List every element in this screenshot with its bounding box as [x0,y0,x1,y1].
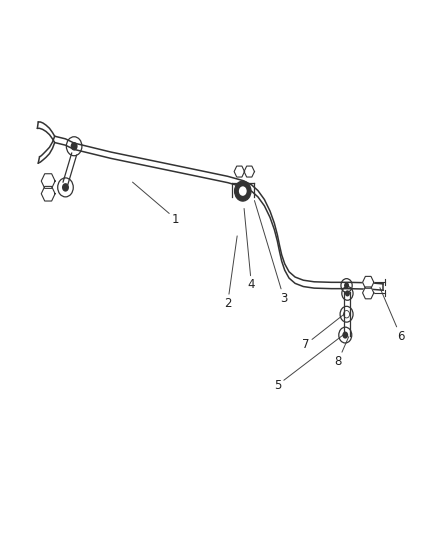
Polygon shape [41,174,55,188]
Polygon shape [363,287,374,299]
Polygon shape [41,187,55,201]
Text: 5: 5 [274,334,344,392]
Circle shape [71,142,78,150]
Circle shape [239,187,247,196]
Polygon shape [363,277,374,288]
Circle shape [344,282,349,288]
Circle shape [345,290,350,296]
Circle shape [343,332,348,338]
Polygon shape [234,166,244,177]
Circle shape [62,183,69,192]
Text: 6: 6 [380,288,404,343]
Text: 4: 4 [244,208,255,292]
Polygon shape [244,166,254,177]
Text: 7: 7 [302,314,344,351]
Circle shape [235,181,251,201]
Text: 2: 2 [224,236,237,310]
Text: 3: 3 [254,200,288,305]
Text: 1: 1 [133,182,180,225]
Text: 8: 8 [334,337,349,368]
